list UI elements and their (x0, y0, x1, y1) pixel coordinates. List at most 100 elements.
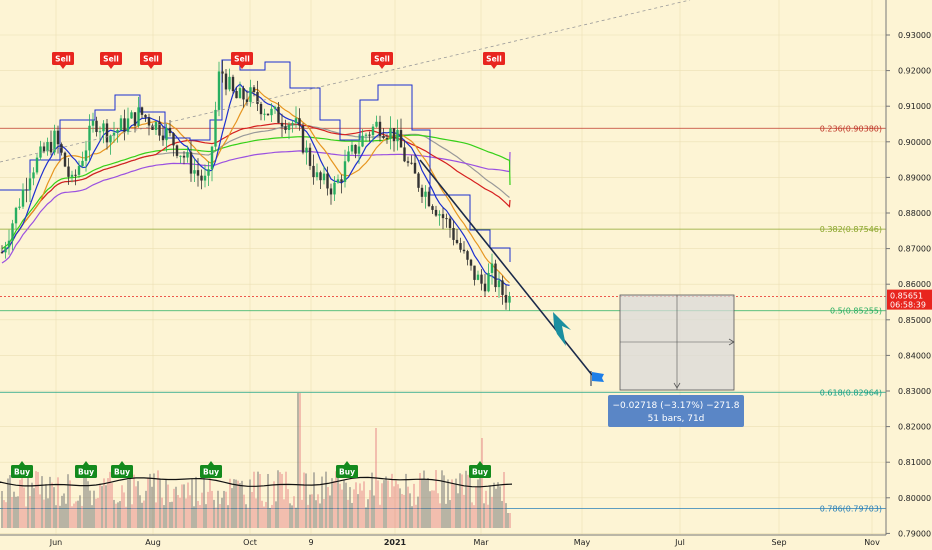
candle-body (224, 73, 228, 90)
candle-body (308, 147, 312, 166)
volume-bar (441, 470, 443, 528)
sell-signal-label: Sell (55, 55, 71, 64)
volume-bar (295, 507, 297, 528)
price-tick-label: 0.83000 (898, 387, 931, 396)
candle-body (438, 214, 441, 216)
candle-body (189, 152, 193, 174)
candle-body (4, 247, 7, 253)
volume-bar (255, 498, 257, 528)
volume-bar (493, 482, 495, 528)
candle-body (119, 118, 123, 131)
price-axis[interactable]: 0.93000 0.92000 0.91000 0.90000 0.89000 0.880… (885, 0, 932, 538)
volume-bar (469, 471, 471, 528)
candle-body (490, 263, 494, 273)
candle-body (333, 182, 336, 195)
volume-bar (315, 500, 317, 528)
candle-body (256, 92, 259, 104)
sell-signal-badge (231, 52, 253, 65)
volume-bar (445, 503, 447, 528)
candle-body (424, 191, 427, 197)
buy-signal-badge (111, 465, 133, 478)
candle-body (441, 214, 445, 219)
volume-bar (89, 490, 91, 528)
volume-bars (0, 393, 513, 528)
volume-bar (15, 496, 17, 528)
time-axis[interactable]: Jun Aug Oct 9 2021 Mar May Jul Sep Nov (0, 534, 886, 547)
volume-bar (223, 490, 225, 528)
volume-bar (471, 502, 473, 528)
volume-bar (11, 496, 13, 528)
candle-body (238, 88, 242, 99)
volume-bar (229, 478, 231, 528)
sell-signal-badge (140, 52, 162, 65)
candle-body (70, 174, 74, 177)
ma-green-line (1, 134, 511, 250)
volume-bar (209, 471, 211, 528)
ma-red-line (1, 122, 511, 253)
candle-body (445, 218, 448, 220)
volume-bar (29, 496, 31, 528)
volume-bar (231, 488, 233, 528)
volume-bar (275, 501, 277, 528)
candle-body (193, 170, 196, 174)
candle-body (39, 146, 42, 158)
volume-bar (181, 484, 183, 528)
volume-bar (53, 487, 55, 528)
candle-body (280, 122, 284, 127)
candle-body (287, 124, 291, 131)
candle-body (35, 157, 39, 173)
volume-bar (151, 486, 153, 528)
volume-bar (391, 473, 393, 528)
volume-bar (369, 490, 371, 528)
volume-bar (249, 479, 251, 528)
volume-bar (453, 484, 455, 528)
candle-body (298, 118, 301, 126)
volume-bar (359, 483, 361, 528)
volume-bar (395, 480, 397, 528)
volume-bar (193, 506, 195, 528)
candle-body (60, 144, 63, 153)
volume-bar (109, 471, 111, 528)
moving-averages (0, 59, 511, 286)
volume-bar (217, 490, 219, 528)
candle-body (343, 161, 347, 182)
volume-bar (135, 486, 137, 528)
dashed-trendline[interactable] (0, 0, 691, 163)
candle-body (476, 274, 480, 280)
volume-bar (35, 471, 37, 528)
volume-bar (215, 507, 217, 528)
volume-bar (183, 484, 185, 528)
buy-signal-badge (11, 465, 33, 478)
candle-body (270, 108, 273, 116)
volume-bar (277, 470, 279, 528)
volume-bar (241, 480, 243, 528)
candle-body (28, 178, 32, 191)
candle-body (508, 296, 511, 303)
candle-body (196, 170, 200, 176)
volume-bar (117, 502, 119, 528)
drawings[interactable]: −0.02718 (−3.17%) −271.8 51 bars, 71d (0, 0, 744, 427)
volume-bar (101, 486, 103, 528)
measure-arrow-down-icon (673, 382, 681, 389)
volume-bar (323, 498, 325, 528)
volume-bar (73, 503, 75, 528)
volume-bar (425, 479, 427, 528)
sell-signal-label: Sell (486, 55, 502, 64)
sell-signal-badge (371, 52, 393, 65)
volume-bar (343, 479, 345, 528)
volume-bar (397, 484, 399, 528)
candle-body (462, 249, 466, 252)
volume-bar (17, 496, 19, 528)
time-tick-label: Jun (49, 538, 63, 547)
volume-bar (415, 504, 417, 528)
volume-bar (47, 498, 49, 528)
candle-body (7, 240, 11, 248)
volume-bar (21, 476, 23, 528)
candle-body (158, 122, 161, 136)
sell-signal-badge (483, 52, 505, 65)
volume-bar (467, 474, 469, 528)
volume-bar (105, 485, 107, 528)
volume-bar (297, 393, 299, 528)
candle-body (14, 207, 18, 224)
